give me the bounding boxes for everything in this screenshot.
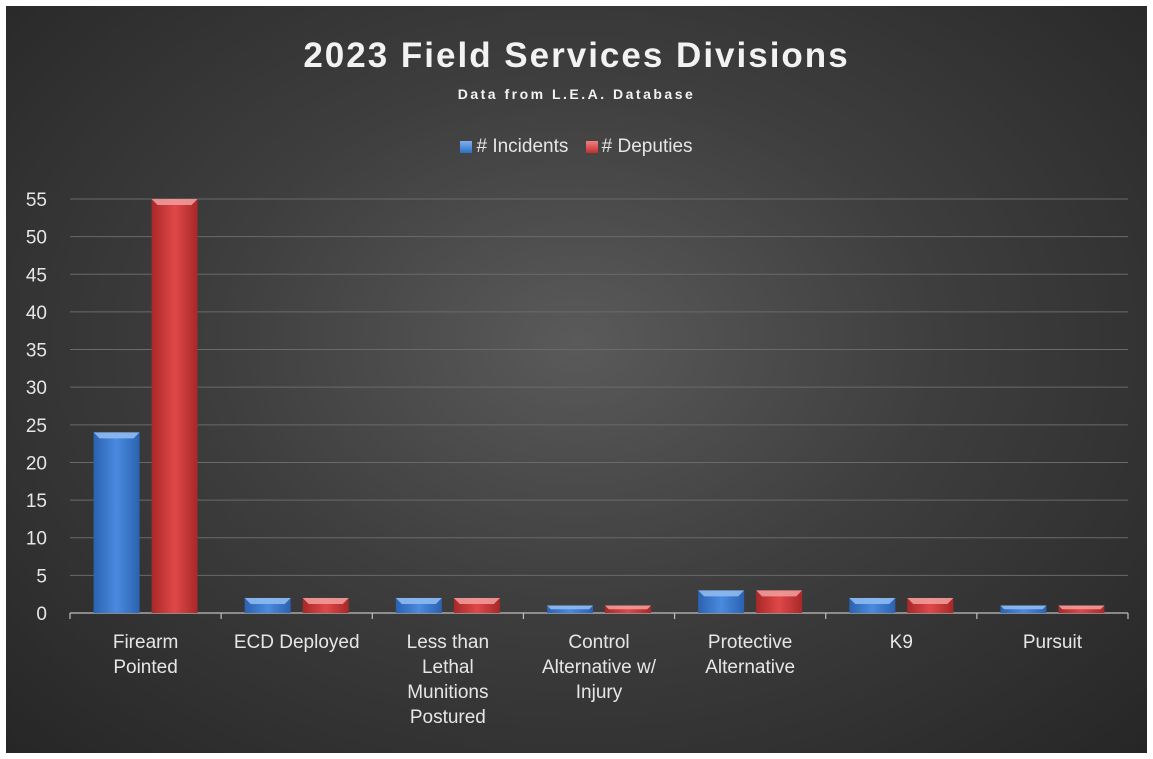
bar-body bbox=[151, 199, 198, 613]
bar-incidents bbox=[244, 597, 291, 613]
y-tick-label: 50 bbox=[26, 228, 47, 249]
legend-swatch-deputies bbox=[585, 141, 598, 153]
legend-label-incidents: # Incidents bbox=[476, 136, 569, 157]
x-tick-label-line: Firearm bbox=[113, 632, 178, 653]
bar-bevel bbox=[244, 597, 291, 604]
x-tick-label: Control Alternative w/Injury bbox=[542, 632, 657, 703]
y-tick-label: 5 bbox=[36, 566, 47, 587]
bar-incidents bbox=[395, 597, 442, 613]
bar-bevel bbox=[907, 597, 954, 604]
legend-item-deputies: # Deputies bbox=[585, 136, 693, 158]
x-tick-label-line: Control bbox=[568, 632, 629, 653]
y-tick-label: 20 bbox=[26, 453, 47, 474]
x-tick-label-line: Pointed bbox=[113, 657, 177, 678]
y-tick-label: 45 bbox=[26, 265, 47, 286]
bar-bevel bbox=[698, 590, 745, 597]
bar-deputies bbox=[302, 597, 349, 613]
chart-subtitle: Data from L.E.A. Database bbox=[457, 86, 696, 102]
legend-swatch-incidents bbox=[460, 141, 473, 153]
bar-deputies bbox=[907, 597, 954, 613]
y-tick-label: 0 bbox=[36, 604, 47, 625]
bar-bevel bbox=[395, 597, 442, 604]
x-tick-label-line: Less than bbox=[407, 632, 489, 653]
x-tick-label-line: Lethal bbox=[422, 657, 474, 678]
bar-bevel bbox=[151, 199, 198, 205]
bar-bevel bbox=[756, 590, 803, 597]
bar-plot: 0 5 10 15 20 25 30 35 40 45 50 55 Firearm Pointed ECD … bbox=[26, 190, 1129, 728]
y-tick-label: 35 bbox=[26, 341, 47, 362]
chart-title: 2023 Field Services Divisions bbox=[303, 36, 850, 75]
x-tick-label-line: K9 bbox=[890, 632, 913, 653]
bar-incidents bbox=[1000, 605, 1047, 613]
bar-incidents bbox=[698, 590, 745, 613]
x-tick-label-line: Injury bbox=[576, 682, 623, 703]
legend-item-incidents: # Incidents bbox=[460, 136, 568, 158]
bar-bevel bbox=[849, 597, 896, 604]
bar-body bbox=[93, 432, 140, 613]
bar-bevel bbox=[547, 605, 593, 610]
x-tick-label-line: ECD Deployed bbox=[234, 632, 360, 653]
legend-label-deputies: # Deputies bbox=[601, 136, 693, 157]
x-tick-label-line: Postured bbox=[410, 707, 486, 728]
x-tick-label: Protective Alternative bbox=[705, 632, 795, 678]
bar-deputies bbox=[151, 199, 198, 613]
bar-bevel bbox=[1000, 605, 1047, 610]
bar-incidents bbox=[849, 597, 896, 613]
bar-deputies bbox=[453, 597, 500, 613]
x-tick-label: Less than Lethal Munitions Postured bbox=[407, 632, 489, 728]
x-tick-label: Pursuit bbox=[1023, 632, 1083, 653]
bar-bevel bbox=[93, 432, 140, 439]
x-tick-label: K9 bbox=[890, 632, 913, 653]
y-tick-label: 40 bbox=[26, 303, 47, 324]
y-tick-label: 10 bbox=[26, 529, 47, 550]
x-tick-label-line: Alternative bbox=[705, 657, 795, 678]
bar-deputies bbox=[1058, 605, 1105, 613]
bar-bevel bbox=[453, 597, 500, 604]
bar-incidents bbox=[547, 605, 593, 613]
x-tick-label-line: Protective bbox=[708, 632, 792, 653]
x-tick-label: Firearm Pointed bbox=[113, 632, 178, 678]
y-tick-label: 30 bbox=[26, 378, 47, 399]
x-tick-label-line: Munitions bbox=[407, 682, 488, 703]
y-tick-label: 15 bbox=[26, 491, 47, 512]
legend: # Incidents # Deputies bbox=[6, 136, 1147, 158]
chart-area: 2023 Field Services Divisions Data from … bbox=[6, 6, 1147, 753]
y-tick-label: 55 bbox=[26, 190, 47, 211]
bar-bevel bbox=[302, 597, 349, 604]
x-tick-label: ECD Deployed bbox=[234, 632, 360, 653]
x-tick-label-line: Pursuit bbox=[1023, 632, 1083, 653]
bar-bevel bbox=[605, 605, 651, 610]
bar-deputies bbox=[756, 590, 803, 613]
x-tick-label-line: Alternative w/ bbox=[542, 657, 657, 678]
bar-incidents bbox=[93, 432, 140, 613]
bar-deputies bbox=[605, 605, 651, 613]
bar-bevel bbox=[1058, 605, 1105, 610]
y-tick-label: 25 bbox=[26, 416, 47, 437]
